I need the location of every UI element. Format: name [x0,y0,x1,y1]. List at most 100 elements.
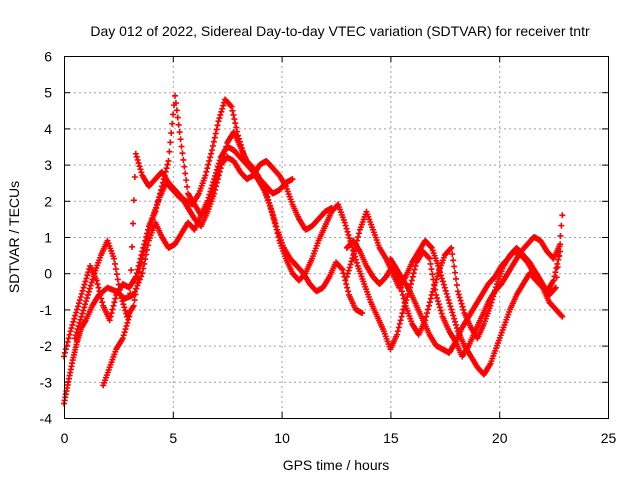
data-point [448,244,455,251]
data-point [344,284,351,291]
data-point [141,260,148,267]
data-point [439,275,446,282]
data-point [139,255,146,262]
data-point [342,222,349,229]
data-point [120,301,127,308]
data-point [552,284,559,291]
data-point [556,252,563,259]
data-point [178,143,185,150]
data-point [84,291,91,298]
data-point [167,139,174,146]
data-point [139,270,146,277]
data-point [79,310,86,317]
data-point [447,245,454,252]
data-point [551,285,558,292]
data-point [550,277,557,284]
data-point [141,244,148,251]
data-point [348,258,355,265]
data-point [112,266,119,273]
data-point [137,166,144,173]
data-point [212,186,219,193]
data-point [448,306,455,313]
data-point [112,295,119,302]
data-point [77,316,84,323]
data-point [90,273,97,280]
data-point [72,332,79,339]
data-point [97,291,104,298]
data-point [107,313,114,320]
data-point [553,265,560,272]
data-point [89,276,96,283]
data-point [74,303,81,310]
data-point [552,269,559,276]
data-point [208,147,215,154]
data-point [487,302,494,309]
y-axis-label: SDTVAR / TECUs [6,181,22,293]
data-point [216,168,223,175]
data-point [216,115,223,122]
data-point [137,262,144,269]
data-point [99,299,106,306]
data-point [446,300,453,307]
data-point [427,243,434,250]
data-point [210,138,217,145]
data-point [77,293,84,300]
data-point [412,262,419,269]
data-point [78,313,85,320]
data-point [456,294,463,301]
data-point [407,281,414,288]
data-point [230,111,237,118]
data-point [452,321,459,328]
data-point [204,165,211,172]
data-point [458,300,465,307]
data-point [411,266,418,273]
data-point [114,276,121,283]
data-point [206,157,213,164]
data-point [73,329,80,336]
data-point [168,130,175,137]
series-track-7 [387,248,564,356]
data-point [433,276,440,283]
y-tick-label: -1 [40,302,53,318]
data-point [95,284,102,291]
y-tick-label: 4 [44,121,52,137]
data-point [409,273,416,280]
data-point [126,313,133,320]
data-point [359,310,366,317]
data-point [396,320,403,327]
data-point [117,291,124,298]
data-point [87,282,94,289]
data-point [449,251,456,258]
data-point [425,302,432,309]
data-point [397,281,404,288]
data-point [233,124,240,131]
data-point [110,302,117,309]
data-point [428,291,435,298]
data-point [165,157,172,164]
data-point [127,290,134,297]
x-axis-label: GPS time / hours [283,457,390,473]
data-point [440,281,447,288]
data-point [172,100,179,107]
data-point [215,172,222,179]
data-point [397,284,404,291]
data-point [65,335,72,342]
data-point [118,295,125,302]
data-point [66,331,73,338]
data-point [88,279,95,286]
data-point [400,295,407,302]
data-markers [61,92,566,407]
data-point [74,326,81,333]
data-point [144,234,151,240]
data-point [344,270,351,277]
data-point [444,293,451,300]
data-point [356,230,363,237]
y-tick-label: 5 [44,85,52,101]
data-point [353,259,360,266]
data-point [113,271,120,278]
data-point [213,126,220,133]
data-point [98,295,105,302]
data-point [555,256,562,263]
data-point [83,298,90,305]
data-point [351,248,358,255]
